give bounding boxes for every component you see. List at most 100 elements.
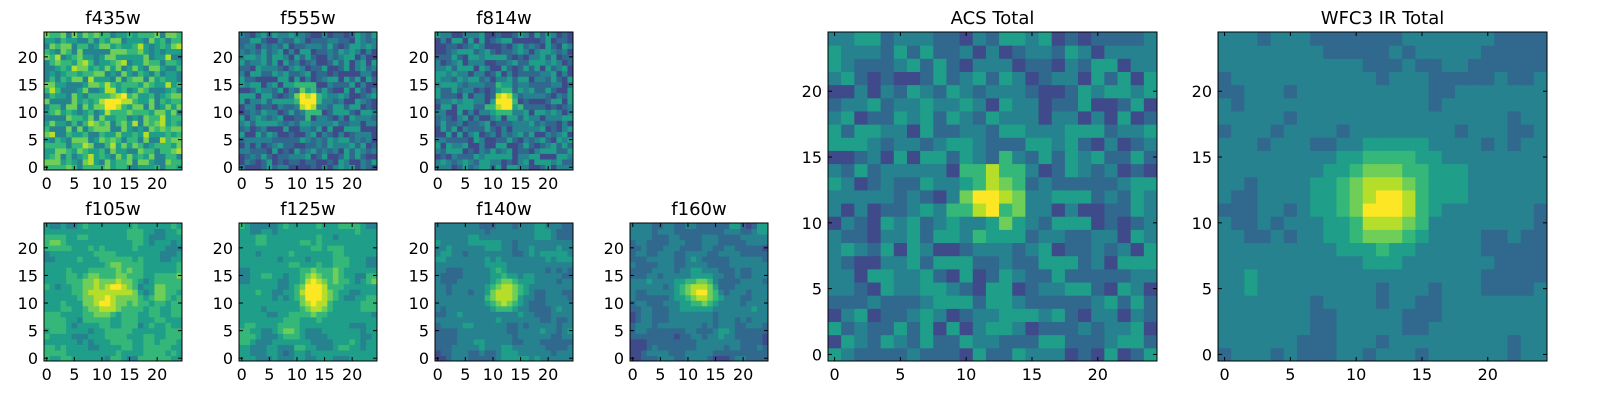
heatmap-cell — [137, 278, 144, 285]
heatmap-cell — [343, 305, 350, 312]
heatmap-cell — [272, 338, 279, 345]
heatmap-cell — [143, 239, 150, 246]
heatmap-cell — [148, 261, 155, 268]
heatmap-cell — [121, 250, 128, 257]
heatmap-cell — [349, 109, 356, 116]
heatmap-cell — [66, 65, 73, 72]
heatmap-cell — [360, 256, 367, 263]
heatmap-cell — [512, 59, 519, 66]
heatmap-cell — [332, 344, 339, 351]
heatmap-cell — [545, 349, 552, 356]
heatmap-cell — [484, 300, 491, 307]
heatmap-cell — [473, 349, 480, 356]
heatmap-cell — [354, 316, 361, 323]
heatmap-cell — [468, 76, 475, 83]
heatmap-cell — [137, 311, 144, 318]
heatmap-cell — [539, 153, 546, 160]
heatmap-cell — [723, 322, 730, 329]
heatmap-cell — [490, 48, 497, 55]
heatmap-cell — [1064, 308, 1079, 323]
heatmap-cell — [723, 349, 730, 356]
heatmap-cell — [137, 109, 144, 116]
heatmap-cell — [462, 256, 469, 263]
heatmap-cell — [550, 32, 557, 39]
heatmap-cell — [170, 344, 177, 351]
heatmap-cell — [299, 164, 306, 171]
heatmap-cell — [82, 245, 89, 252]
heatmap-cell — [985, 282, 1000, 296]
heatmap-cell — [506, 338, 513, 345]
heatmap-cell — [712, 311, 719, 318]
heatmap-cell — [266, 289, 273, 296]
heatmap-cell — [696, 349, 703, 356]
heatmap-cell — [126, 142, 133, 149]
heatmap-cell — [93, 158, 100, 165]
heatmap-cell — [528, 92, 535, 99]
heatmap-cell — [327, 103, 334, 110]
heatmap-cell — [690, 327, 697, 334]
heatmap-cell — [354, 300, 361, 307]
heatmap-cell — [349, 43, 356, 50]
heatmap-cell — [239, 344, 246, 351]
heatmap-cell — [165, 76, 172, 83]
heatmap-cell — [77, 103, 84, 110]
heatmap-cell — [277, 327, 284, 334]
heatmap-cell — [534, 48, 541, 55]
heatmap-cell — [371, 92, 378, 99]
heatmap-cell — [462, 305, 469, 312]
heatmap-cell — [110, 120, 117, 127]
heatmap-cell — [495, 92, 502, 99]
heatmap-cell — [60, 98, 67, 105]
heatmap-cell — [60, 43, 67, 50]
heatmap-cell — [745, 228, 752, 235]
heatmap-cell — [115, 131, 122, 138]
heatmap-cell — [82, 239, 89, 246]
x-tick-label: 20 — [538, 174, 558, 193]
heatmap-cell — [468, 256, 475, 263]
heatmap-cell — [561, 333, 568, 340]
heatmap-cell — [44, 289, 51, 296]
heatmap-cell — [165, 81, 172, 88]
y-tick-label: 5 — [614, 322, 624, 341]
heatmap-cell — [60, 333, 67, 340]
heatmap-cell — [316, 289, 323, 296]
heatmap-cell — [71, 98, 78, 105]
heatmap-cell — [294, 131, 301, 138]
heatmap-cell — [261, 76, 268, 83]
heatmap-cell — [99, 70, 106, 77]
heatmap-cell — [132, 120, 139, 127]
heatmap-cell — [327, 322, 334, 329]
heatmap-cell — [479, 136, 486, 143]
heatmap-cell — [1025, 229, 1040, 244]
heatmap-cell — [534, 32, 541, 39]
heatmap-cell — [49, 92, 56, 99]
heatmap-cell — [371, 70, 378, 77]
heatmap-cell — [435, 250, 442, 257]
heatmap-cell — [93, 294, 100, 301]
heatmap-cell — [154, 327, 161, 334]
heatmap-cell — [652, 355, 659, 362]
heatmap-cell — [305, 349, 312, 356]
heatmap-cell — [66, 234, 73, 241]
heatmap-cell — [294, 267, 301, 274]
heatmap-cell — [354, 267, 361, 274]
heatmap-cell — [690, 256, 697, 263]
heatmap-cell — [906, 321, 921, 336]
heatmap-cell — [176, 114, 183, 121]
heatmap-cell — [343, 261, 350, 268]
heatmap-cell — [360, 70, 367, 77]
heatmap-cell — [550, 158, 557, 165]
heatmap-cell — [517, 349, 524, 356]
heatmap-cell — [239, 114, 246, 121]
heatmap-cell — [143, 305, 150, 312]
heatmap-cell — [999, 282, 1013, 296]
heatmap-cell — [170, 338, 177, 345]
heatmap-cell — [99, 76, 106, 83]
heatmap-cell — [946, 268, 961, 283]
heatmap-cell — [354, 136, 361, 143]
heatmap-cell — [696, 228, 703, 235]
heatmap-cell — [701, 278, 708, 285]
heatmap-cell — [148, 158, 155, 165]
heatmap-cell — [451, 92, 458, 99]
heatmap-cell — [1064, 216, 1079, 230]
